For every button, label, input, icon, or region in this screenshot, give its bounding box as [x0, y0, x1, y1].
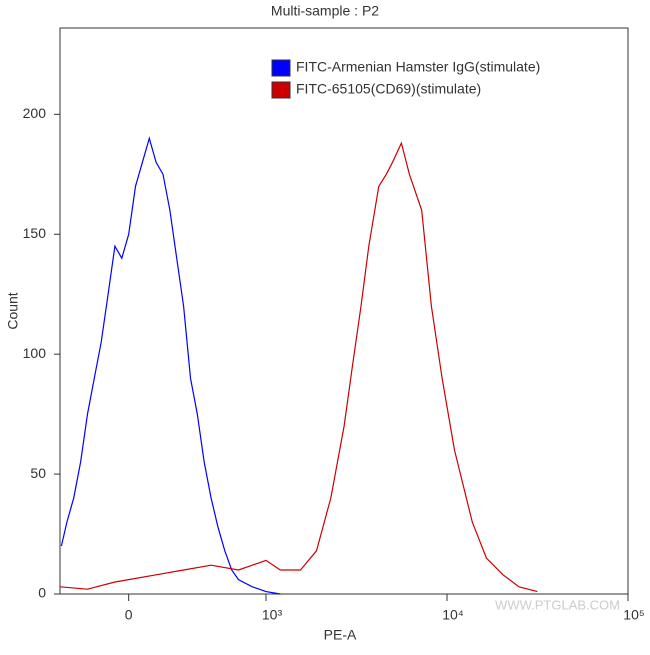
x-tick-label: 0 — [125, 607, 133, 623]
y-tick-label: 100 — [23, 345, 47, 361]
plot-frame — [59, 27, 629, 595]
legend-swatch — [271, 59, 291, 77]
x-tick-label: 10³ — [262, 607, 283, 623]
histogram-line — [60, 136, 281, 595]
y-axis-label: Count — [5, 292, 21, 329]
x-tick-label: 10⁴ — [442, 607, 464, 623]
y-tick-label: 50 — [30, 465, 46, 481]
watermark: WWW.PTGLAB.COM — [495, 597, 620, 612]
histogram-line — [59, 141, 538, 593]
y-tick-label: 0 — [38, 585, 46, 601]
legend-label: FITC-Armenian Hamster IgG(stimulate) — [296, 59, 540, 75]
y-tick-label: 150 — [23, 225, 47, 241]
legend-label: FITC-65105(CD69)(stimulate) — [296, 81, 481, 97]
x-axis-label: PE-A — [324, 627, 357, 643]
chart-title: Multi-sample : P2 — [271, 3, 379, 19]
legend-swatch — [271, 81, 291, 99]
y-tick-label: 200 — [23, 105, 47, 121]
x-tick-label: 10⁵ — [623, 607, 644, 623]
